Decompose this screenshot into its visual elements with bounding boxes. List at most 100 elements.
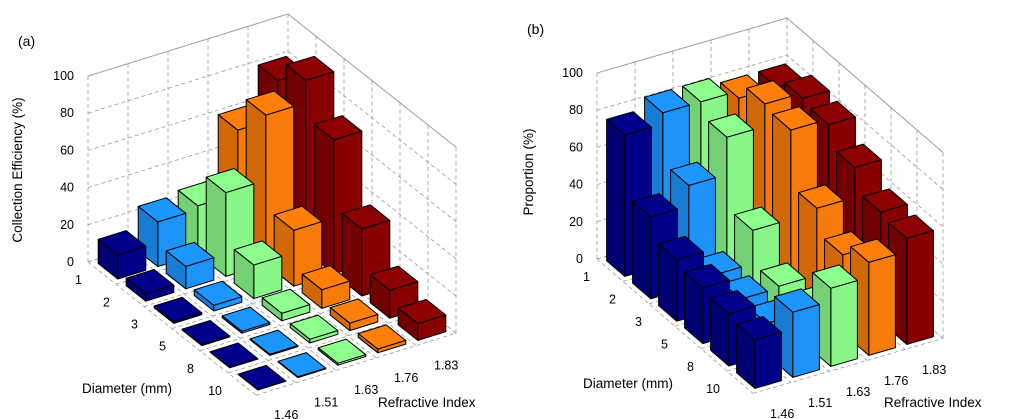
panel-label: (a) <box>18 33 35 49</box>
bar-side <box>289 323 311 344</box>
refractive-index-tick-label: 1.76 <box>394 371 418 385</box>
bar-d8-n1.46 <box>209 342 259 369</box>
bar-side <box>221 315 243 334</box>
bar-side <box>684 271 704 345</box>
bars <box>97 55 447 391</box>
axis-labels: (a) Collection Efficiency (%) Diameter (mm… <box>10 33 476 410</box>
gridline-z <box>87 125 457 260</box>
bar-d8-n1.63 <box>289 314 339 344</box>
bar-top <box>221 306 271 332</box>
z-tick-label: 100 <box>562 66 583 80</box>
bar-d10-n1.51 <box>277 352 327 379</box>
z-tick-label: 100 <box>53 69 74 83</box>
bar-side <box>153 305 175 324</box>
bar-d10-n1.63 <box>317 338 367 366</box>
diameter-tick-label: 8 <box>687 360 694 374</box>
bar-side <box>341 213 363 297</box>
diameter-tick-label: 2 <box>609 293 616 307</box>
bar-front <box>868 254 896 356</box>
box-frame <box>596 17 944 153</box>
z-tick-label: 20 <box>60 218 74 232</box>
z-tick-label: 0 <box>67 255 74 269</box>
bar-side <box>233 249 255 300</box>
bar-side <box>193 289 215 312</box>
bar-side <box>181 328 203 347</box>
diameter-tick-label: 3 <box>131 318 138 332</box>
gridline-z <box>87 87 457 222</box>
box-frame <box>87 13 457 148</box>
bar-d5-n1.51 <box>221 306 271 334</box>
bar-side <box>277 360 299 379</box>
z-tick-label: 20 <box>569 215 583 229</box>
bar-side <box>329 307 351 332</box>
bar-d5-n1.46 <box>181 320 231 347</box>
z-tick-label: 40 <box>60 181 74 195</box>
x-axis-label: Diameter (mm) <box>82 381 172 396</box>
bar-side <box>237 373 259 391</box>
panel-b: 02040608010012358101.461.511.631.761.83(… <box>521 17 982 419</box>
bar-d1-n1.46 <box>97 230 147 280</box>
bar-front <box>906 230 934 345</box>
bar-side <box>397 307 419 341</box>
bar-d2-n1.46 <box>632 193 678 300</box>
bar-d10-n1.76 <box>357 324 407 354</box>
bar-side <box>317 347 339 366</box>
bar-side <box>125 277 147 302</box>
tick-labels: 0 20 40 60 80 100 1 2 3 5 8 10 1.46 1.51 1.63 1.76 1.83 <box>562 66 946 419</box>
refractive-index-tick-label: 1.83 <box>922 363 946 377</box>
panel-label: (b) <box>527 21 544 37</box>
diameter-tick-label: 5 <box>159 340 166 354</box>
panel-a: 02040608010012358101.461.511.631.761.83(… <box>10 13 476 419</box>
refractive-index-tick-label: 1.63 <box>846 385 870 399</box>
z-tick-label: 40 <box>569 178 583 192</box>
bar-d10-n1.63 <box>812 264 858 367</box>
bar-side <box>301 273 323 309</box>
bar-d5-n1.63 <box>261 288 311 322</box>
gridline-floor <box>596 258 754 394</box>
z-axis-label: Collection Efficiency (%) <box>10 97 25 242</box>
refractive-index-tick-label: 1.46 <box>770 407 794 419</box>
bar-d10-n1.46 <box>237 364 287 391</box>
bar-side <box>357 333 379 354</box>
bar-side <box>658 243 678 322</box>
y-axis-label: Refractive Index <box>378 395 476 410</box>
refractive-index-tick-label: 1.76 <box>884 374 908 388</box>
gridline-floor <box>752 338 944 394</box>
bar-front <box>792 304 820 378</box>
refractive-index-tick-label: 1.51 <box>808 396 832 410</box>
bar-d3-n1.63 <box>233 240 283 300</box>
diameter-tick-label: 2 <box>103 295 110 309</box>
bar-front <box>754 331 782 389</box>
bar-side <box>632 200 652 300</box>
bar-d10-n1.51 <box>774 288 820 378</box>
tick-labels: 0 20 40 60 80 100 1 2 3 5 8 10 1.46 1.51 1.63 1.76 1.83 <box>53 69 458 419</box>
bar-d10-n1.46 <box>736 316 782 389</box>
bar-side <box>710 297 730 367</box>
diameter-tick-label: 10 <box>706 382 720 396</box>
bar-d10-n1.76 <box>850 238 896 356</box>
refractive-index-tick-label: 1.63 <box>354 383 378 397</box>
gridline-floor <box>87 261 257 396</box>
z-tick-label: 60 <box>569 140 583 154</box>
x-axis-label: Diameter (mm) <box>583 376 673 391</box>
axis-labels: (b) Proportion (%) Diameter (mm) Refractive… <box>521 21 982 410</box>
z-tick-label: 0 <box>576 252 583 266</box>
bar-d8-n1.76 <box>329 298 379 332</box>
bar-top <box>181 320 231 346</box>
bar-side <box>249 338 271 356</box>
bars <box>606 63 934 389</box>
diameter-tick-label: 1 <box>75 273 82 287</box>
z-tick-label: 80 <box>569 103 583 117</box>
diameter-tick-label: 8 <box>187 362 194 376</box>
bar-top <box>153 296 203 322</box>
diameter-tick-label: 1 <box>583 270 590 284</box>
diameter-tick-label: 5 <box>661 337 668 351</box>
bar-side <box>606 118 626 277</box>
bar-side <box>97 238 119 280</box>
bar-side <box>261 297 283 322</box>
bar-top <box>249 329 299 355</box>
bar-d5-n1.76 <box>301 265 351 309</box>
refractive-index-tick-label: 1.51 <box>314 396 338 410</box>
bar-d2-n1.46 <box>125 269 175 302</box>
